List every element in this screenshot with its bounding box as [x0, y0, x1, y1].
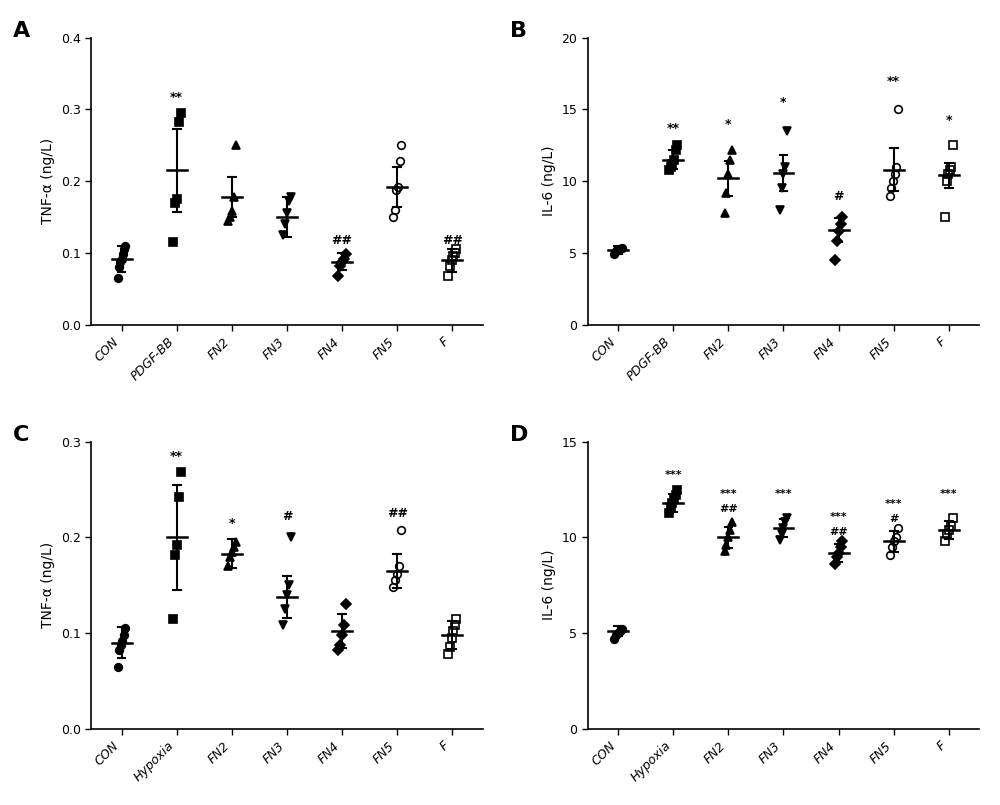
Text: B: B [510, 20, 527, 40]
Text: A: A [13, 20, 30, 40]
Text: *: * [946, 114, 952, 126]
Text: ***: *** [830, 512, 847, 522]
Text: *: * [780, 97, 787, 109]
Text: ##: ## [387, 507, 408, 520]
Text: ***: *** [885, 499, 903, 509]
Text: ***: *** [940, 489, 958, 499]
Text: C: C [13, 424, 29, 444]
Y-axis label: TNF-α (ng/L): TNF-α (ng/L) [41, 138, 55, 225]
Text: #: # [833, 190, 844, 203]
Text: #: # [889, 514, 898, 524]
Y-axis label: IL-6 (ng/L): IL-6 (ng/L) [542, 146, 556, 217]
Text: **: ** [667, 122, 680, 135]
Text: *: * [725, 118, 732, 131]
Text: #: # [282, 510, 292, 523]
Text: ***: *** [664, 470, 682, 480]
Text: ##: ## [442, 234, 463, 247]
Text: ***: *** [720, 489, 737, 499]
Text: ***: *** [775, 489, 792, 499]
Text: ##: ## [332, 234, 353, 247]
Text: *: * [229, 517, 235, 530]
Text: ##: ## [719, 505, 738, 514]
Text: **: ** [887, 75, 900, 88]
Text: D: D [510, 424, 528, 444]
Text: **: ** [170, 91, 183, 104]
Text: **: ** [170, 450, 183, 463]
Y-axis label: TNF-α (ng/L): TNF-α (ng/L) [41, 542, 55, 628]
Y-axis label: IL-6 (ng/L): IL-6 (ng/L) [542, 550, 556, 621]
Text: ##: ## [829, 527, 848, 538]
